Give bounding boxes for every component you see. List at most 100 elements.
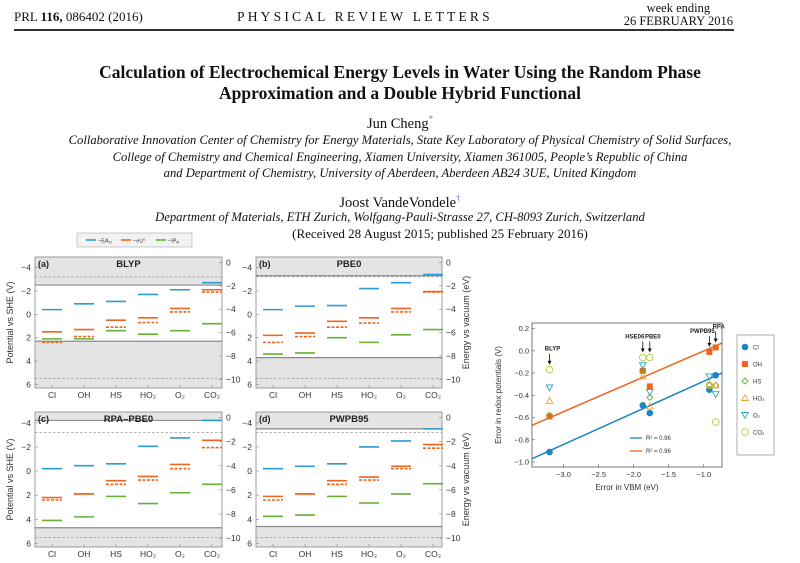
fit-legend-label: R² = 0.96 — [646, 449, 672, 455]
x-tick-label: Cl — [48, 549, 56, 559]
legend-label: HO₂ — [753, 397, 765, 403]
x-tick-label: HO₂ — [140, 390, 156, 400]
y2-tick-label: 0 — [446, 257, 451, 267]
x-tick-label: OH — [78, 549, 91, 559]
legend-marker — [741, 377, 749, 385]
y-tick-label: −1.0 — [514, 457, 529, 466]
y-tick-label: 6 — [26, 538, 31, 548]
y2-tick-label: 0 — [226, 257, 231, 267]
scatter-point — [638, 362, 647, 370]
functional-label: BLYP — [545, 347, 560, 353]
x-tick-label: CO₂ — [425, 390, 441, 400]
scatter-point — [545, 396, 554, 404]
y2-tick-label: −4 — [226, 461, 236, 471]
scatter-point — [711, 381, 720, 389]
x-tick-label: CO₂ — [204, 549, 220, 559]
journal-reference: PRL 116, 086402 (2016) — [14, 9, 143, 24]
plot-frame — [255, 411, 443, 548]
y2-tick-label: −10 — [446, 374, 461, 384]
x-tick-label: Cl — [269, 549, 277, 559]
x-tick-label: Cl — [269, 390, 277, 400]
author-1: Jun Cheng* — [366, 114, 434, 132]
y-tick-label: 2 — [247, 490, 252, 500]
y-tick-label: −0.6 — [514, 413, 529, 422]
y-tick-label: 2 — [247, 333, 252, 343]
y-tick-label: −4 — [21, 263, 31, 273]
header-rule — [14, 29, 734, 31]
legend-marker — [742, 361, 748, 367]
y-tick-label: 4 — [247, 356, 252, 366]
y-tick-label: 0 — [26, 466, 31, 476]
date: 26 FEBRUARY 2016 — [623, 14, 733, 28]
scatter-point — [639, 401, 647, 409]
x-tick-label: HS — [110, 549, 122, 559]
scatter-point — [646, 383, 653, 390]
plot-frame — [255, 256, 443, 389]
article-title: Calculation of Electrochemical Energy Le… — [0, 62, 800, 104]
scatter-point — [545, 365, 554, 374]
y2-tick-label: −2 — [446, 437, 456, 447]
y-tick-label: 2 — [26, 333, 31, 343]
y-tick-label: −4 — [242, 263, 252, 273]
functional-label: PWPB95 — [690, 329, 715, 335]
valence-band-shade — [256, 526, 442, 547]
y2-tick-label: −10 — [226, 533, 241, 543]
y-axis-label: Potential vs SHE (V) — [5, 438, 15, 520]
scatter-point — [645, 388, 654, 397]
legend-label: OH — [753, 363, 762, 369]
panel-tag: (a) — [38, 259, 49, 269]
y-tick-label: −4 — [21, 418, 31, 428]
fit-legend-label: R² = 0.96 — [646, 436, 672, 442]
x-axis-label: Error in VBM (eV) — [595, 483, 658, 492]
footnote-link[interactable]: † — [456, 193, 461, 203]
x-tick-label: OH — [299, 549, 312, 559]
scatter-point — [705, 373, 714, 381]
y2-tick-label: −6 — [446, 485, 456, 495]
panel-title: PWPB95 — [329, 414, 369, 425]
legend-sub: O — [109, 240, 112, 245]
scatter-point — [711, 391, 720, 399]
y2-tick-label: −10 — [226, 374, 241, 384]
y2-tick-label: −8 — [226, 509, 236, 519]
panel-title: BLYP — [116, 259, 141, 270]
x-tick-label: CO₂ — [425, 549, 441, 559]
y2-tick-label: −8 — [446, 351, 456, 361]
legend-marker — [741, 343, 749, 351]
x-tick-label: HO₂ — [140, 549, 156, 559]
scatter-legend-box — [736, 334, 775, 456]
functional-label: HSE06 — [625, 334, 645, 340]
scatter-point — [646, 353, 654, 362]
y-tick-label: 0 — [247, 309, 252, 319]
scatter-point — [712, 381, 720, 389]
x-tick-label: −3.0 — [556, 470, 571, 479]
panel-tag: (d) — [259, 414, 271, 424]
legend-sub: R — [176, 240, 179, 245]
y-tick-label: 6 — [247, 538, 252, 548]
scatter-point — [546, 448, 553, 456]
y-tick-label: 0.0 — [519, 346, 529, 355]
plot-frame — [34, 256, 223, 389]
fit-line — [531, 372, 723, 460]
y-axis-label: Potential vs SHE (V) — [5, 281, 15, 363]
y2-tick-label: −6 — [226, 485, 236, 495]
legend-label: CO₂ — [753, 431, 765, 437]
functional-label: PBE0 — [645, 334, 661, 340]
x-tick-label: HO₂ — [361, 549, 377, 559]
footnote-link[interactable]: * — [428, 114, 434, 124]
panel-tag: (b) — [259, 259, 271, 269]
x-tick-label: Cl — [48, 390, 56, 400]
x-tick-label: O₂ — [396, 549, 406, 559]
y2-tick-label: −2 — [226, 281, 236, 291]
legend-label: Cl — [753, 346, 759, 352]
y2-tick-label: −8 — [226, 351, 236, 361]
scatter-point — [546, 413, 553, 420]
legend-label: HS — [753, 380, 761, 386]
x-tick-label: HS — [331, 549, 343, 559]
scatter-point — [646, 393, 654, 402]
title-line: Calculation of Electrochemical Energy Le… — [99, 62, 701, 82]
y2-tick-label: −2 — [446, 281, 456, 291]
y-tick-label: 4 — [247, 514, 252, 524]
panel-tag: (c) — [38, 414, 49, 424]
scatter-point — [639, 367, 646, 374]
